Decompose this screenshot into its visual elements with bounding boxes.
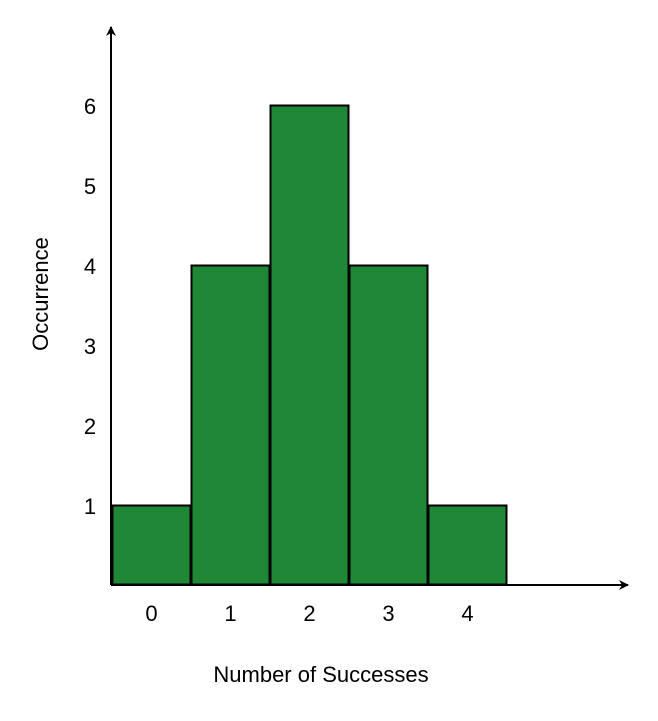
x-tick-label-4: 4 bbox=[461, 601, 473, 626]
y-tick-label-5: 5 bbox=[84, 174, 96, 199]
y-tick-label-6: 6 bbox=[84, 94, 96, 119]
y-tick-labels: 1 2 3 4 5 6 bbox=[84, 94, 96, 519]
bar-4 bbox=[427, 504, 508, 586]
x-axis-title: Number of Successes bbox=[213, 662, 428, 687]
bar-2 bbox=[269, 104, 350, 586]
x-tick-label-1: 1 bbox=[224, 601, 236, 626]
y-axis-title: Occurrence bbox=[28, 237, 53, 351]
y-tick-label-3: 3 bbox=[84, 334, 96, 359]
bar-0 bbox=[111, 504, 192, 586]
x-tick-label-3: 3 bbox=[382, 601, 394, 626]
x-tick-label-2: 2 bbox=[303, 601, 315, 626]
bar-3 bbox=[348, 264, 429, 586]
y-tick-label-4: 4 bbox=[84, 254, 96, 279]
y-tick-label-2: 2 bbox=[84, 414, 96, 439]
x-tick-label-0: 0 bbox=[145, 601, 157, 626]
bar-1 bbox=[190, 264, 271, 586]
x-tick-labels: 0 1 2 3 4 bbox=[145, 601, 473, 626]
bars-layer bbox=[111, 104, 508, 586]
y-tick-label-1: 1 bbox=[84, 494, 96, 519]
